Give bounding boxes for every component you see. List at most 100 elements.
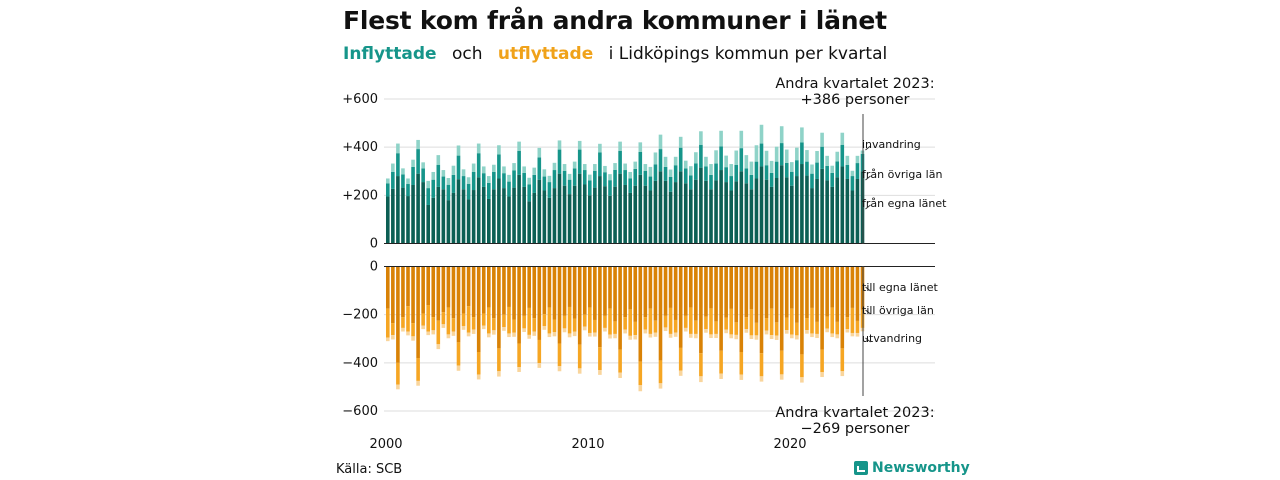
bars-layer xyxy=(386,124,865,392)
chart-subtitle: Inflyttade och utflyttade i Lidköpings k… xyxy=(343,44,897,64)
bar-segment xyxy=(683,168,688,184)
bar-segment xyxy=(411,336,415,341)
bar-segment xyxy=(800,266,804,355)
bar-segment xyxy=(497,145,501,155)
bar-segment xyxy=(668,169,673,177)
bar-segment xyxy=(744,155,749,169)
bar-segment xyxy=(618,141,622,151)
bar-segment xyxy=(426,204,430,244)
bar-segment xyxy=(668,191,673,244)
bar-segment xyxy=(769,308,774,336)
bar-segment xyxy=(451,266,456,319)
bar-segment xyxy=(739,130,744,149)
bar-segment xyxy=(784,330,789,334)
bar-segment xyxy=(830,165,834,173)
bar-segment xyxy=(608,334,612,339)
bar-segment xyxy=(532,174,537,193)
bar-segment xyxy=(456,145,461,156)
bar-segment xyxy=(446,200,451,244)
bar-segment xyxy=(810,173,814,189)
y-tick-label: +400 xyxy=(342,140,378,155)
bar-segment xyxy=(547,266,552,308)
bar-segment xyxy=(815,178,819,244)
bar-segment xyxy=(845,329,850,333)
bar-segment xyxy=(507,333,511,338)
bar-segment xyxy=(653,332,658,337)
bar-segment xyxy=(840,144,845,167)
bar-segment xyxy=(764,150,769,166)
bar-segment xyxy=(431,317,436,331)
bar-segment xyxy=(471,163,476,172)
bar-segment xyxy=(850,190,855,244)
annotation-text: +386 personer xyxy=(800,92,909,108)
bar-segment xyxy=(830,172,834,187)
bar-segment xyxy=(608,266,612,309)
bar-segment xyxy=(709,334,713,339)
bar-segment xyxy=(663,180,668,244)
bar-segment xyxy=(441,312,446,325)
bar-segment xyxy=(658,383,663,389)
bar-segment xyxy=(800,354,804,378)
bar-segment xyxy=(517,367,521,372)
bar-segment xyxy=(598,370,602,375)
bar-segment xyxy=(391,266,395,324)
bar-segment xyxy=(572,168,577,186)
bar-segment xyxy=(739,148,744,172)
bar-segment xyxy=(603,186,607,244)
bar-segment xyxy=(436,344,441,350)
bar-segment xyxy=(795,160,799,177)
annotation-text: Andra kvartalet 2023: xyxy=(775,405,934,421)
bar-segment xyxy=(840,166,845,244)
bar-segment xyxy=(527,266,531,308)
bar-segment xyxy=(653,164,658,181)
bar-segment xyxy=(719,130,723,147)
bar-segment xyxy=(714,266,718,322)
bar-segment xyxy=(704,180,708,244)
bar-segment xyxy=(759,124,764,144)
bar-segment xyxy=(638,385,643,392)
bar-segment xyxy=(754,145,759,162)
bar-segment xyxy=(784,177,789,244)
bar-segment xyxy=(623,266,627,318)
bar-segment xyxy=(613,169,617,187)
bar-segment xyxy=(593,187,597,244)
bar-segment xyxy=(613,321,617,334)
bar-segment xyxy=(678,347,683,371)
bar-segment xyxy=(406,306,410,332)
bar-segment xyxy=(391,171,395,189)
bar-segment xyxy=(638,142,643,152)
bar-segment xyxy=(749,189,754,244)
bar-segment xyxy=(653,180,658,244)
bar-segment xyxy=(471,190,476,244)
bar-segment xyxy=(456,179,461,244)
bar-segment xyxy=(431,330,436,335)
bar-segment xyxy=(471,171,476,191)
bar-segment xyxy=(744,329,749,333)
bar-segment xyxy=(593,332,597,337)
bar-segment xyxy=(729,190,733,244)
bar-segment xyxy=(396,143,400,154)
bar-segment xyxy=(790,266,794,309)
bar-segment xyxy=(532,331,537,336)
bar-segment xyxy=(678,147,683,172)
bar-segment xyxy=(830,333,834,338)
bar-segment xyxy=(673,332,678,337)
bar-segment xyxy=(588,180,592,196)
bar-segment xyxy=(421,266,425,314)
bar-segment xyxy=(658,266,663,361)
bar-segment xyxy=(608,180,612,196)
bar-segment xyxy=(800,377,804,383)
bar-segment xyxy=(774,266,779,323)
bar-segment xyxy=(552,266,557,320)
annotation-text: −269 personer xyxy=(800,421,909,437)
bar-segment xyxy=(714,321,718,334)
bar-segment xyxy=(557,366,562,372)
bar-segment xyxy=(658,149,663,172)
bar-segment xyxy=(815,162,819,179)
bar-segment xyxy=(512,170,516,188)
bar-segment xyxy=(426,305,430,332)
bar-segment xyxy=(704,266,708,317)
bar-segment xyxy=(461,176,466,190)
bar-segment xyxy=(391,163,395,172)
bar-segment xyxy=(830,266,834,308)
